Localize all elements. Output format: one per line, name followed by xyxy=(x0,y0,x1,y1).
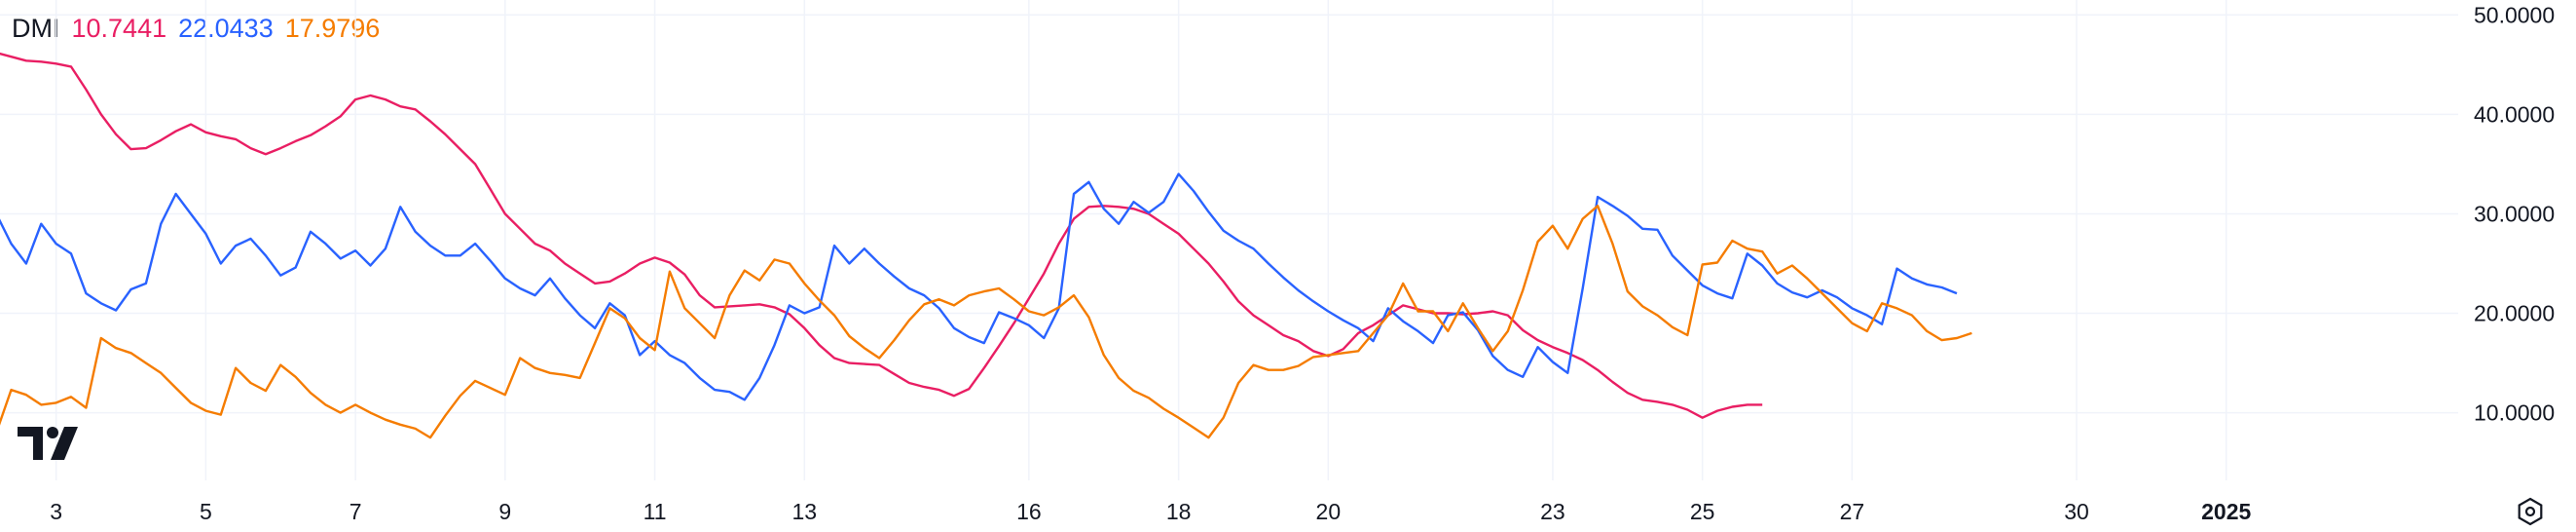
x-axis: 3 5 7 9 11 13 16 18 20 23 25 27 30 2025 xyxy=(50,499,2251,524)
y-tick-label: 30.0000 xyxy=(2474,201,2555,226)
dmi-legend: DMI 10.7441 22.0433 17.9796 xyxy=(12,14,391,44)
x-tick-label: 3 xyxy=(50,499,62,524)
minus-di-value: 22.0433 xyxy=(178,14,274,43)
x-tick-label: 27 xyxy=(1840,499,1865,524)
x-tick-label: 23 xyxy=(1540,499,1565,524)
x-tick-label: 16 xyxy=(1016,499,1042,524)
x-tick-label: 5 xyxy=(200,499,212,524)
y-tick-label: 10.0000 xyxy=(2474,400,2555,426)
y-tick-label: 20.0000 xyxy=(2474,301,2555,326)
x-tick-label: 13 xyxy=(791,499,817,524)
series-line-0 xyxy=(0,52,1763,419)
x-tick-label: 7 xyxy=(350,499,362,524)
tradingview-logo[interactable] xyxy=(18,427,78,460)
x-tick-label: 25 xyxy=(1690,499,1715,524)
x-tick-label: 30 xyxy=(2064,499,2089,524)
chart-grid xyxy=(0,0,2458,480)
x-tick-label: 2025 xyxy=(2201,499,2251,524)
y-tick-label: 50.0000 xyxy=(2474,2,2555,27)
x-tick-label: 11 xyxy=(644,499,667,524)
x-tick-label: 18 xyxy=(1166,499,1192,524)
adx-value: 17.9796 xyxy=(284,14,381,43)
x-tick-label: 9 xyxy=(498,499,511,524)
y-tick-label: 40.0000 xyxy=(2474,101,2555,127)
x-tick-label: 20 xyxy=(1316,499,1342,524)
chart-series xyxy=(0,52,1972,439)
y-axis: 10.0000 20.0000 30.0000 40.0000 50.0000 xyxy=(2474,2,2555,425)
plus-di-value: 10.7441 xyxy=(71,14,167,43)
indicator-name: DMI xyxy=(12,14,60,43)
series-line-1 xyxy=(0,172,1958,401)
settings-icon[interactable] xyxy=(2518,497,2543,526)
series-line-2 xyxy=(0,205,1972,439)
